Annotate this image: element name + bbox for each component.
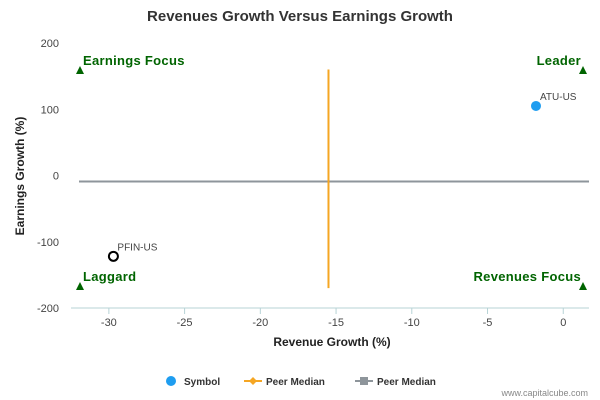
y-tick-label: -200 — [37, 303, 59, 315]
y-axis-title: Earnings Growth (%) — [13, 117, 27, 236]
triangle-marker — [579, 66, 587, 74]
data-points: ATU-US PFIN-US — [107, 92, 577, 262]
data-point-label: ATU-US — [540, 92, 577, 103]
x-tick-label: -5 — [483, 317, 493, 329]
y-axis-ticks: 200 100 0 -100 -200 — [37, 38, 59, 315]
legend-symbol-marker — [166, 376, 176, 386]
credit-text: www.capitalcube.com — [500, 388, 588, 398]
data-point-label: PFIN-US — [117, 242, 157, 253]
y-tick-label: 100 — [41, 104, 59, 116]
quadrant-labels: Earnings Focus Leader Laggard Revenues Focu… — [76, 53, 587, 290]
quadrant-laggard: Laggard — [83, 269, 136, 284]
legend-earnings-median-label: Peer Median — [377, 377, 436, 388]
x-axis-ticks: -30 -25 -20 -15 -10 -5 0 — [101, 308, 566, 329]
quadrant-leader: Leader — [537, 53, 581, 68]
quadrant-revenues-focus: Revenues Focus — [473, 269, 581, 284]
data-point — [530, 100, 541, 111]
legend-symbol-label: Symbol — [184, 377, 220, 388]
y-tick-label: 0 — [53, 171, 59, 183]
peer-median-lines — [79, 69, 589, 289]
legend-diamond-marker — [249, 377, 257, 385]
y-tick-label: 200 — [41, 38, 59, 50]
legend: Symbol Peer Median Peer Median — [166, 376, 436, 388]
chart-title: Revenues Growth Versus Earnings Growth — [147, 8, 453, 25]
x-tick-label: -20 — [252, 317, 268, 329]
y-tick-label: -100 — [37, 237, 59, 249]
triangle-marker — [579, 282, 587, 290]
x-tick-label: -10 — [404, 317, 420, 329]
legend-square-marker — [360, 377, 368, 385]
x-tick-label: -15 — [328, 317, 344, 329]
x-axis-title: Revenue Growth (%) — [273, 335, 390, 349]
x-tick-label: -25 — [177, 317, 193, 329]
x-tick-label: 0 — [560, 317, 566, 329]
legend-revenue-median-label: Peer Median — [266, 377, 325, 388]
x-tick-label: -30 — [101, 317, 117, 329]
data-point — [107, 250, 119, 262]
triangle-marker — [76, 66, 84, 74]
quadrant-earnings-focus: Earnings Focus — [83, 53, 185, 68]
triangle-marker — [76, 282, 84, 290]
